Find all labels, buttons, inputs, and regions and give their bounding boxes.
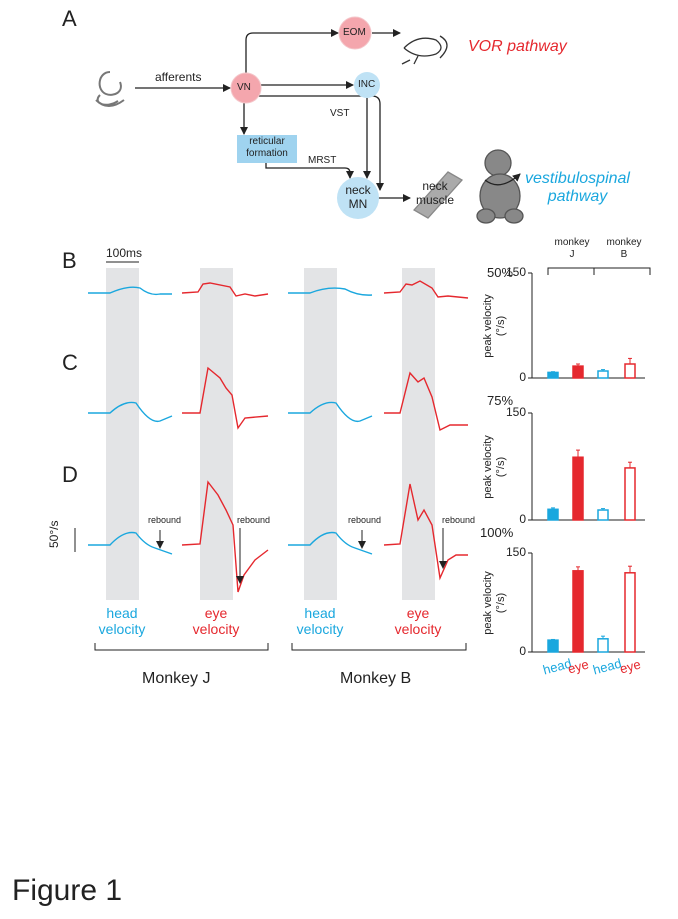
edge-label: VST bbox=[330, 108, 350, 119]
eye-trace bbox=[384, 371, 468, 432]
panel-label: A bbox=[62, 6, 77, 31]
pathway-label: vestibulospinal pathway bbox=[525, 170, 630, 206]
group-label: monkey J bbox=[554, 237, 590, 260]
group-brackets bbox=[94, 267, 651, 651]
node-label: EOM bbox=[343, 27, 366, 38]
arrow bbox=[245, 29, 339, 73]
head-trace bbox=[88, 286, 172, 296]
rebound-label: rebound bbox=[148, 515, 182, 525]
group-label: monkey B bbox=[606, 237, 642, 260]
bar bbox=[547, 639, 559, 653]
bar bbox=[597, 370, 609, 379]
scale-label: 50°/s bbox=[47, 520, 61, 548]
eom-node bbox=[338, 16, 372, 50]
y-tick-label: 150 bbox=[505, 405, 526, 419]
bar bbox=[547, 371, 559, 379]
pathway-label: VOR pathway bbox=[468, 38, 567, 55]
vn-node bbox=[230, 72, 262, 104]
bar bbox=[624, 363, 636, 379]
eye-trace bbox=[182, 366, 269, 430]
y-axis-label: peak velocity (°/s) bbox=[482, 570, 507, 635]
trace-label: eye velocity bbox=[394, 605, 442, 638]
node-label: neck MN bbox=[345, 183, 371, 211]
arrow bbox=[265, 163, 354, 179]
inc-node bbox=[354, 72, 380, 98]
rebound-label: rebound bbox=[442, 515, 476, 525]
eye-trace bbox=[383, 280, 469, 299]
y-tick-label: 150 bbox=[505, 265, 526, 279]
neck-muscle-shape bbox=[412, 171, 464, 219]
neck-mn-node bbox=[337, 177, 379, 219]
edge-label: afferents bbox=[155, 70, 202, 84]
y-tick-label: 0 bbox=[519, 370, 526, 384]
panel-label: D bbox=[62, 462, 78, 487]
eye-trace bbox=[181, 282, 269, 297]
node-label: neck muscle bbox=[415, 179, 454, 207]
eye-trace bbox=[383, 483, 468, 581]
ear-icon bbox=[95, 71, 125, 107]
figure-label: Figure 1 bbox=[12, 874, 123, 907]
head-trace bbox=[288, 401, 373, 423]
node-label: reticular formation bbox=[246, 136, 288, 159]
trace-label: head velocity bbox=[98, 605, 146, 638]
bar bbox=[547, 508, 559, 521]
bar bbox=[624, 572, 636, 653]
head-trace bbox=[88, 401, 173, 423]
bar bbox=[597, 509, 609, 521]
y-tick-label: 0 bbox=[519, 644, 526, 658]
y-tick-label: 150 bbox=[505, 545, 526, 559]
reticular-node bbox=[237, 135, 297, 163]
head-trace bbox=[288, 531, 373, 555]
panel-label: C bbox=[62, 350, 78, 375]
bar bbox=[572, 570, 584, 653]
y-axis-label: peak velocity (°/s) bbox=[482, 293, 507, 358]
stimulus-shading bbox=[106, 268, 435, 600]
edge-label: MRST bbox=[308, 155, 337, 166]
bar bbox=[624, 467, 636, 521]
rebound-arrows bbox=[156, 528, 447, 584]
eye-trace bbox=[181, 480, 269, 593]
arrow bbox=[484, 173, 521, 186]
diagram bbox=[95, 29, 524, 224]
rebound-label: rebound bbox=[348, 515, 382, 525]
intensity-label: 100% bbox=[480, 525, 514, 540]
y-axis-label: peak velocity (°/s) bbox=[482, 434, 507, 499]
y-tick-label: 0 bbox=[519, 512, 526, 526]
intensity-label: 75% bbox=[487, 393, 514, 408]
bar bbox=[597, 638, 609, 653]
head-trace bbox=[88, 531, 173, 555]
head-trace bbox=[288, 287, 373, 296]
bar bbox=[572, 365, 584, 379]
trace-label: head velocity bbox=[296, 605, 344, 638]
trace-label: eye velocity bbox=[192, 605, 240, 638]
monkey-icon bbox=[476, 149, 524, 224]
panel-label: B bbox=[62, 248, 77, 273]
eye-icon bbox=[401, 35, 448, 65]
bar bbox=[572, 456, 584, 521]
node-label: VN bbox=[237, 82, 251, 93]
intensity-label: 50% bbox=[487, 265, 514, 280]
rebound-label: rebound bbox=[237, 515, 271, 525]
monkey-label: Monkey B bbox=[340, 670, 412, 687]
node-label: INC bbox=[358, 79, 376, 90]
scale-label: 100ms bbox=[106, 246, 143, 260]
traces bbox=[88, 280, 469, 593]
monkey-label: Monkey J bbox=[142, 670, 211, 687]
